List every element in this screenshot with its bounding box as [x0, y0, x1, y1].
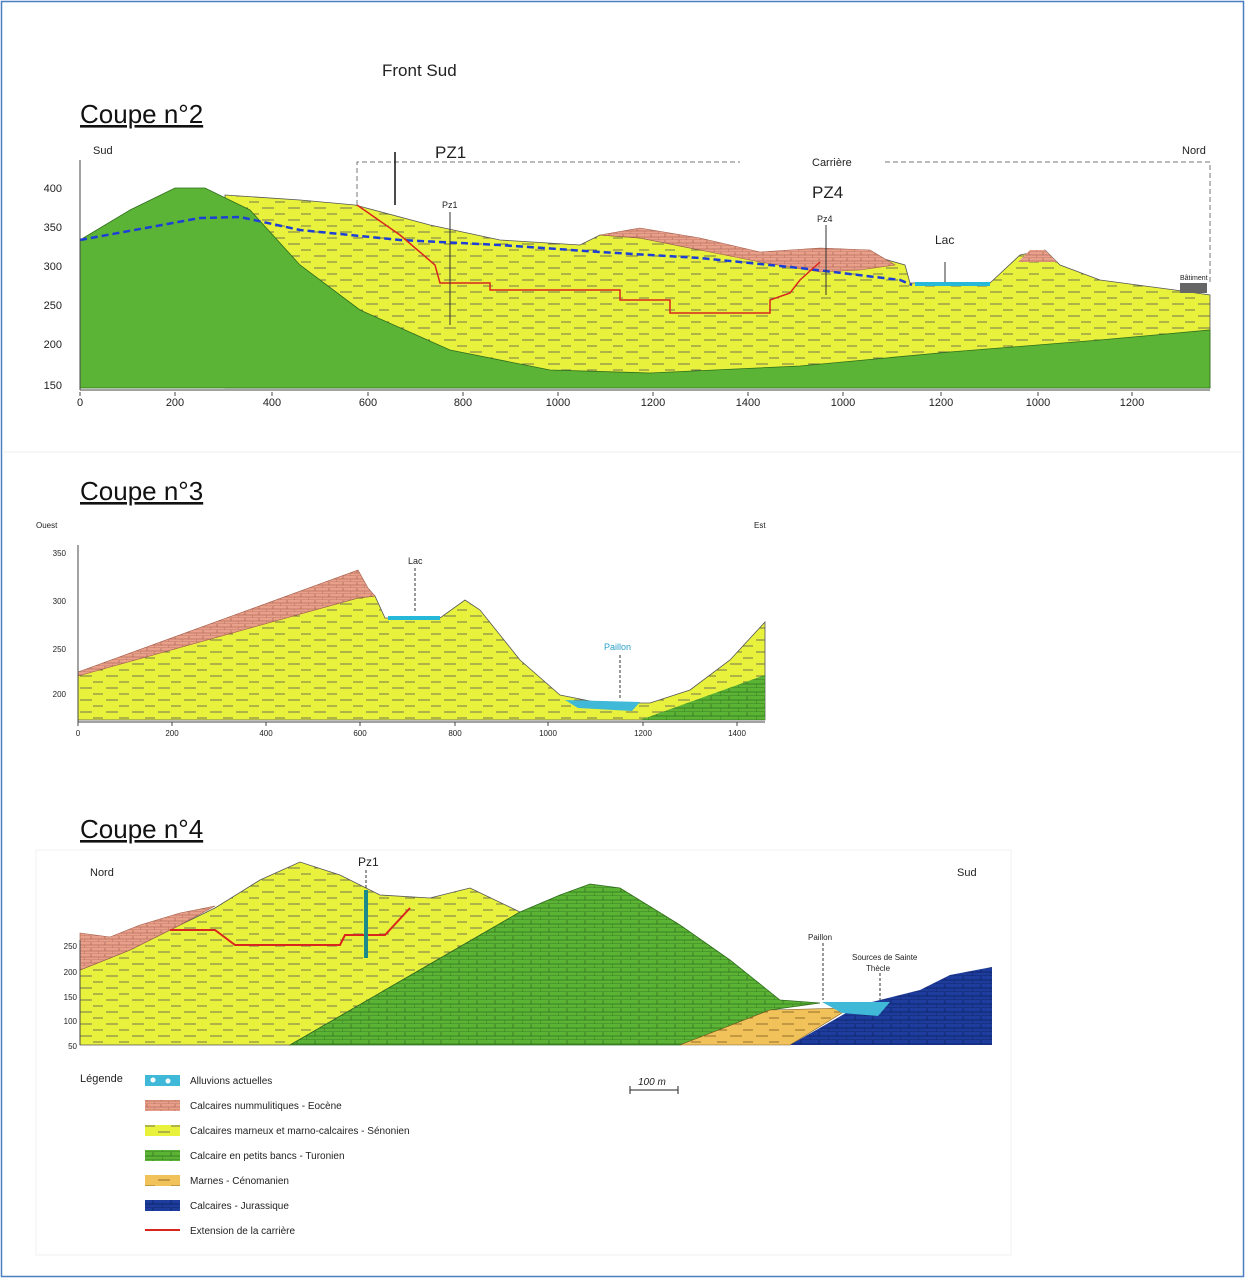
carriere-label: Carrière — [812, 157, 852, 169]
pz4-label: PZ4 — [812, 183, 843, 202]
quarry-limit — [357, 162, 740, 205]
x-tick-label: 800 — [454, 397, 472, 409]
sources-label: Sources de Sainte — [852, 953, 918, 962]
scale-label: 100 m — [638, 1077, 666, 1088]
pz1-small: Pz1 — [442, 200, 458, 210]
x-tick-label: 1200 — [641, 397, 665, 409]
legend-label: Calcaires - Jurassique — [190, 1201, 289, 1212]
x-tick-label: 400 — [263, 397, 281, 409]
legend-label: Alluvions actuelles — [190, 1076, 272, 1087]
ouest-label: Ouest — [36, 521, 58, 530]
y-tick-label: 250 — [64, 942, 78, 951]
x-tick-label: 1400 — [728, 729, 746, 738]
x-tick-label: 600 — [353, 729, 367, 738]
x-tick-label: 1000 — [546, 397, 570, 409]
y-tick-label: 50 — [68, 1042, 77, 1051]
sud-label: Sud — [957, 867, 977, 879]
y-tick-label: 200 — [53, 690, 67, 699]
legend-label: Marnes - Cénomanien — [190, 1176, 289, 1187]
batiment-label: Bâtiment — [1180, 275, 1208, 282]
legend-label: Calcaires marneux et marno-calcaires - S… — [190, 1126, 410, 1137]
senonien-layer — [78, 596, 765, 720]
sud-label: Sud — [93, 145, 113, 157]
legend-swatch — [145, 1175, 180, 1186]
section-title: Coupe n°3 — [80, 476, 203, 506]
est-label: Est — [754, 521, 766, 530]
legend-swatch — [166, 1079, 171, 1084]
pz1-label: Pz1 — [358, 855, 379, 869]
y-tick-label: 150 — [44, 380, 62, 392]
x-tick-label: 1000 — [1026, 397, 1050, 409]
y-tick-label: 200 — [64, 968, 78, 977]
y-tick-label: 350 — [53, 549, 67, 558]
legend-swatch — [145, 1100, 180, 1111]
pz1-label: PZ1 — [435, 143, 466, 162]
paillon-label: Paillon — [604, 642, 631, 652]
x-tick-label: 1400 — [736, 397, 760, 409]
y-tick-label: 300 — [53, 597, 67, 606]
coupe-4: Coupe n°4 Pz1 Nord Sud Paillon Sources d… — [36, 814, 1011, 1255]
x-tick-label: 1200 — [1120, 397, 1144, 409]
x-tick-label: 200 — [165, 729, 179, 738]
y-tick-label: 400 — [44, 183, 62, 195]
x-tick-label: 1200 — [929, 397, 953, 409]
legend-label: Calcaire en petits bancs - Turonien — [190, 1151, 345, 1162]
section-title: Coupe n°4 — [80, 814, 203, 844]
x-tick-label: 400 — [259, 729, 273, 738]
x-tick-label: 200 — [166, 397, 184, 409]
y-tick-label: 250 — [44, 300, 62, 312]
x-tick-label: 800 — [448, 729, 462, 738]
coupe-3: Coupe n°3 Lac Paillon Ouest Est — [36, 476, 766, 722]
legend: Légende Alluvions actuelles Calcaires num… — [80, 1073, 410, 1237]
paillon-label: Paillon — [808, 933, 832, 942]
legend-swatch — [151, 1078, 156, 1083]
legend-swatch — [145, 1125, 180, 1136]
x-tick-label: 0 — [77, 397, 83, 409]
coupe-2: Coupe n°2 Front Sud PZ1 Carrière PZ4 Pz1… — [80, 61, 1210, 390]
jurassique-layer — [790, 967, 992, 1045]
front-label: Front Sud — [382, 61, 457, 80]
x-tick-label: 1200 — [634, 729, 652, 738]
legend-label: Extension de la carrière — [190, 1226, 295, 1237]
y-tick-label: 150 — [64, 993, 78, 1002]
y-tick-label: 200 — [44, 339, 62, 351]
figure: Coupe n°2 Front Sud PZ1 Carrière PZ4 Pz1… — [0, 0, 1245, 1278]
section-title: Coupe n°2 — [80, 99, 203, 129]
legend-swatch — [145, 1075, 180, 1086]
legend-title: Légende — [80, 1073, 123, 1085]
y-tick-label: 300 — [44, 261, 62, 273]
x-tick-label: 1000 — [831, 397, 855, 409]
x-tick-label: 600 — [359, 397, 377, 409]
y-tick-label: 350 — [44, 222, 62, 234]
x-tick-label: 1000 — [539, 729, 557, 738]
pz4-small: Pz4 — [817, 214, 833, 224]
page: Coupe n°2 Front Sud PZ1 Carrière PZ4 Pz1… — [0, 0, 1245, 1278]
lac-label: Lac — [408, 556, 423, 566]
y-tick-label: 250 — [53, 645, 67, 654]
building — [1180, 283, 1207, 293]
sources-label: Thècle — [866, 964, 891, 973]
legend-label: Calcaires nummulitiques - Eocène — [190, 1101, 342, 1112]
x-tick-label: 0 — [76, 729, 81, 738]
lac-label: Lac — [935, 233, 954, 247]
y-tick-label: 100 — [64, 1017, 78, 1026]
legend-swatch — [145, 1150, 180, 1161]
nord-label: Nord — [1182, 145, 1206, 157]
nord-label: Nord — [90, 867, 114, 879]
legend-swatch — [145, 1200, 180, 1211]
